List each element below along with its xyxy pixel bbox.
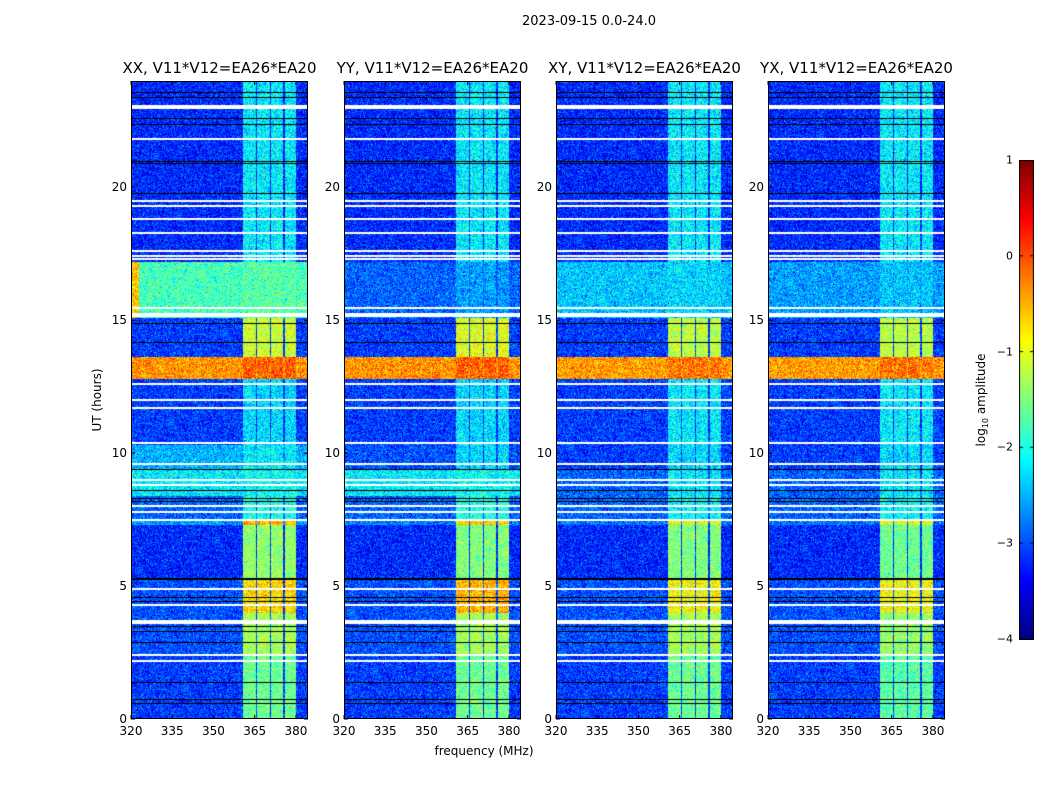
x-tick-label: 350 <box>627 724 650 738</box>
colorbar-tick-label: −2 <box>996 440 1013 454</box>
x-tick-label: 380 <box>284 724 308 738</box>
y-tick-label: 10 <box>111 446 127 461</box>
x-tick-label: 365 <box>668 724 692 738</box>
x-tick-label: 350 <box>202 724 225 738</box>
y-tick-label: 15 <box>748 313 764 328</box>
x-tick-label: 320 <box>119 724 143 738</box>
heatmap-cells <box>344 81 521 719</box>
y-tick-label: 5 <box>332 579 340 594</box>
y-tick-label: 0 <box>119 712 127 726</box>
y-tick-label: 0 <box>332 712 340 726</box>
y-tick-label: 0 <box>756 712 764 726</box>
panel-title: XX, V11*V12=EA26*EA20 <box>122 59 317 77</box>
x-tick-label: 335 <box>160 724 184 738</box>
colorbar-gradient <box>1019 160 1034 640</box>
colorbar-tick-label: 0 <box>1006 249 1013 263</box>
y-tick-label: 5 <box>119 579 127 594</box>
x-tick-label: 365 <box>456 724 480 738</box>
panel-title: XY, V11*V12=EA26*EA20 <box>548 59 741 77</box>
y-tick-label: 5 <box>756 579 764 594</box>
axes-frame <box>343 81 521 720</box>
y-tick-label: 5 <box>544 579 552 594</box>
x-tick-label: 320 <box>544 724 568 738</box>
colorbar-tick-label: −1 <box>996 345 1013 359</box>
y-axis-label: UT (hours) <box>90 368 104 432</box>
y-tick-label: 10 <box>324 446 340 461</box>
x-tick-label: 365 <box>880 724 904 738</box>
heatmap-cells <box>556 81 733 719</box>
axes-frame <box>130 81 308 720</box>
heatmap-panel <box>767 81 945 720</box>
x-tick-label: 365 <box>243 724 267 738</box>
colorbar <box>1019 160 1034 640</box>
colorbar-tick-label: −3 <box>996 536 1013 550</box>
panel-title: YY, V11*V12=EA26*EA20 <box>336 59 529 77</box>
axes-frame <box>555 81 733 720</box>
figure-title: 2023-09-15 0.0-24.0 <box>522 14 656 29</box>
panel-title: YX, V11*V12=EA26*EA20 <box>760 59 953 77</box>
x-tick-label: 335 <box>797 724 821 738</box>
y-tick-label: 20 <box>748 180 764 195</box>
colorbar-tick-label: −4 <box>996 632 1013 646</box>
y-tick-label: 15 <box>324 313 340 328</box>
colorbar-label-log: log <box>973 428 988 447</box>
heatmap-panel <box>555 81 733 720</box>
y-tick-label: 15 <box>536 313 552 328</box>
x-axis-label: frequency (MHz) <box>434 744 534 758</box>
heatmap-cells <box>131 81 308 719</box>
x-tick-label: 380 <box>497 724 521 738</box>
y-tick-label: 20 <box>536 180 552 195</box>
colorbar-label: log10 amplitude <box>974 354 990 447</box>
y-tick-label: 15 <box>111 313 127 328</box>
heatmap-panel <box>130 81 308 720</box>
x-tick-label: 335 <box>373 724 397 738</box>
heatmap-cells <box>768 81 945 719</box>
y-tick-label: 20 <box>111 180 127 195</box>
x-tick-label: 320 <box>332 724 356 738</box>
colorbar-label-text: amplitude <box>973 353 988 418</box>
heatmap-panel <box>343 81 521 720</box>
y-tick-label: 20 <box>324 180 340 195</box>
y-tick-label: 0 <box>544 712 552 726</box>
x-tick-label: 350 <box>839 724 862 738</box>
y-tick-label: 10 <box>748 446 764 461</box>
x-tick-label: 350 <box>415 724 438 738</box>
colorbar-tick-label: 1 <box>1006 153 1013 167</box>
colorbar-label-sub: 10 <box>981 417 991 429</box>
x-tick-label: 335 <box>585 724 609 738</box>
axes-frame <box>767 81 945 720</box>
x-tick-label: 320 <box>756 724 780 738</box>
x-tick-label: 380 <box>921 724 945 738</box>
x-tick-label: 380 <box>709 724 733 738</box>
y-tick-label: 10 <box>536 446 552 461</box>
